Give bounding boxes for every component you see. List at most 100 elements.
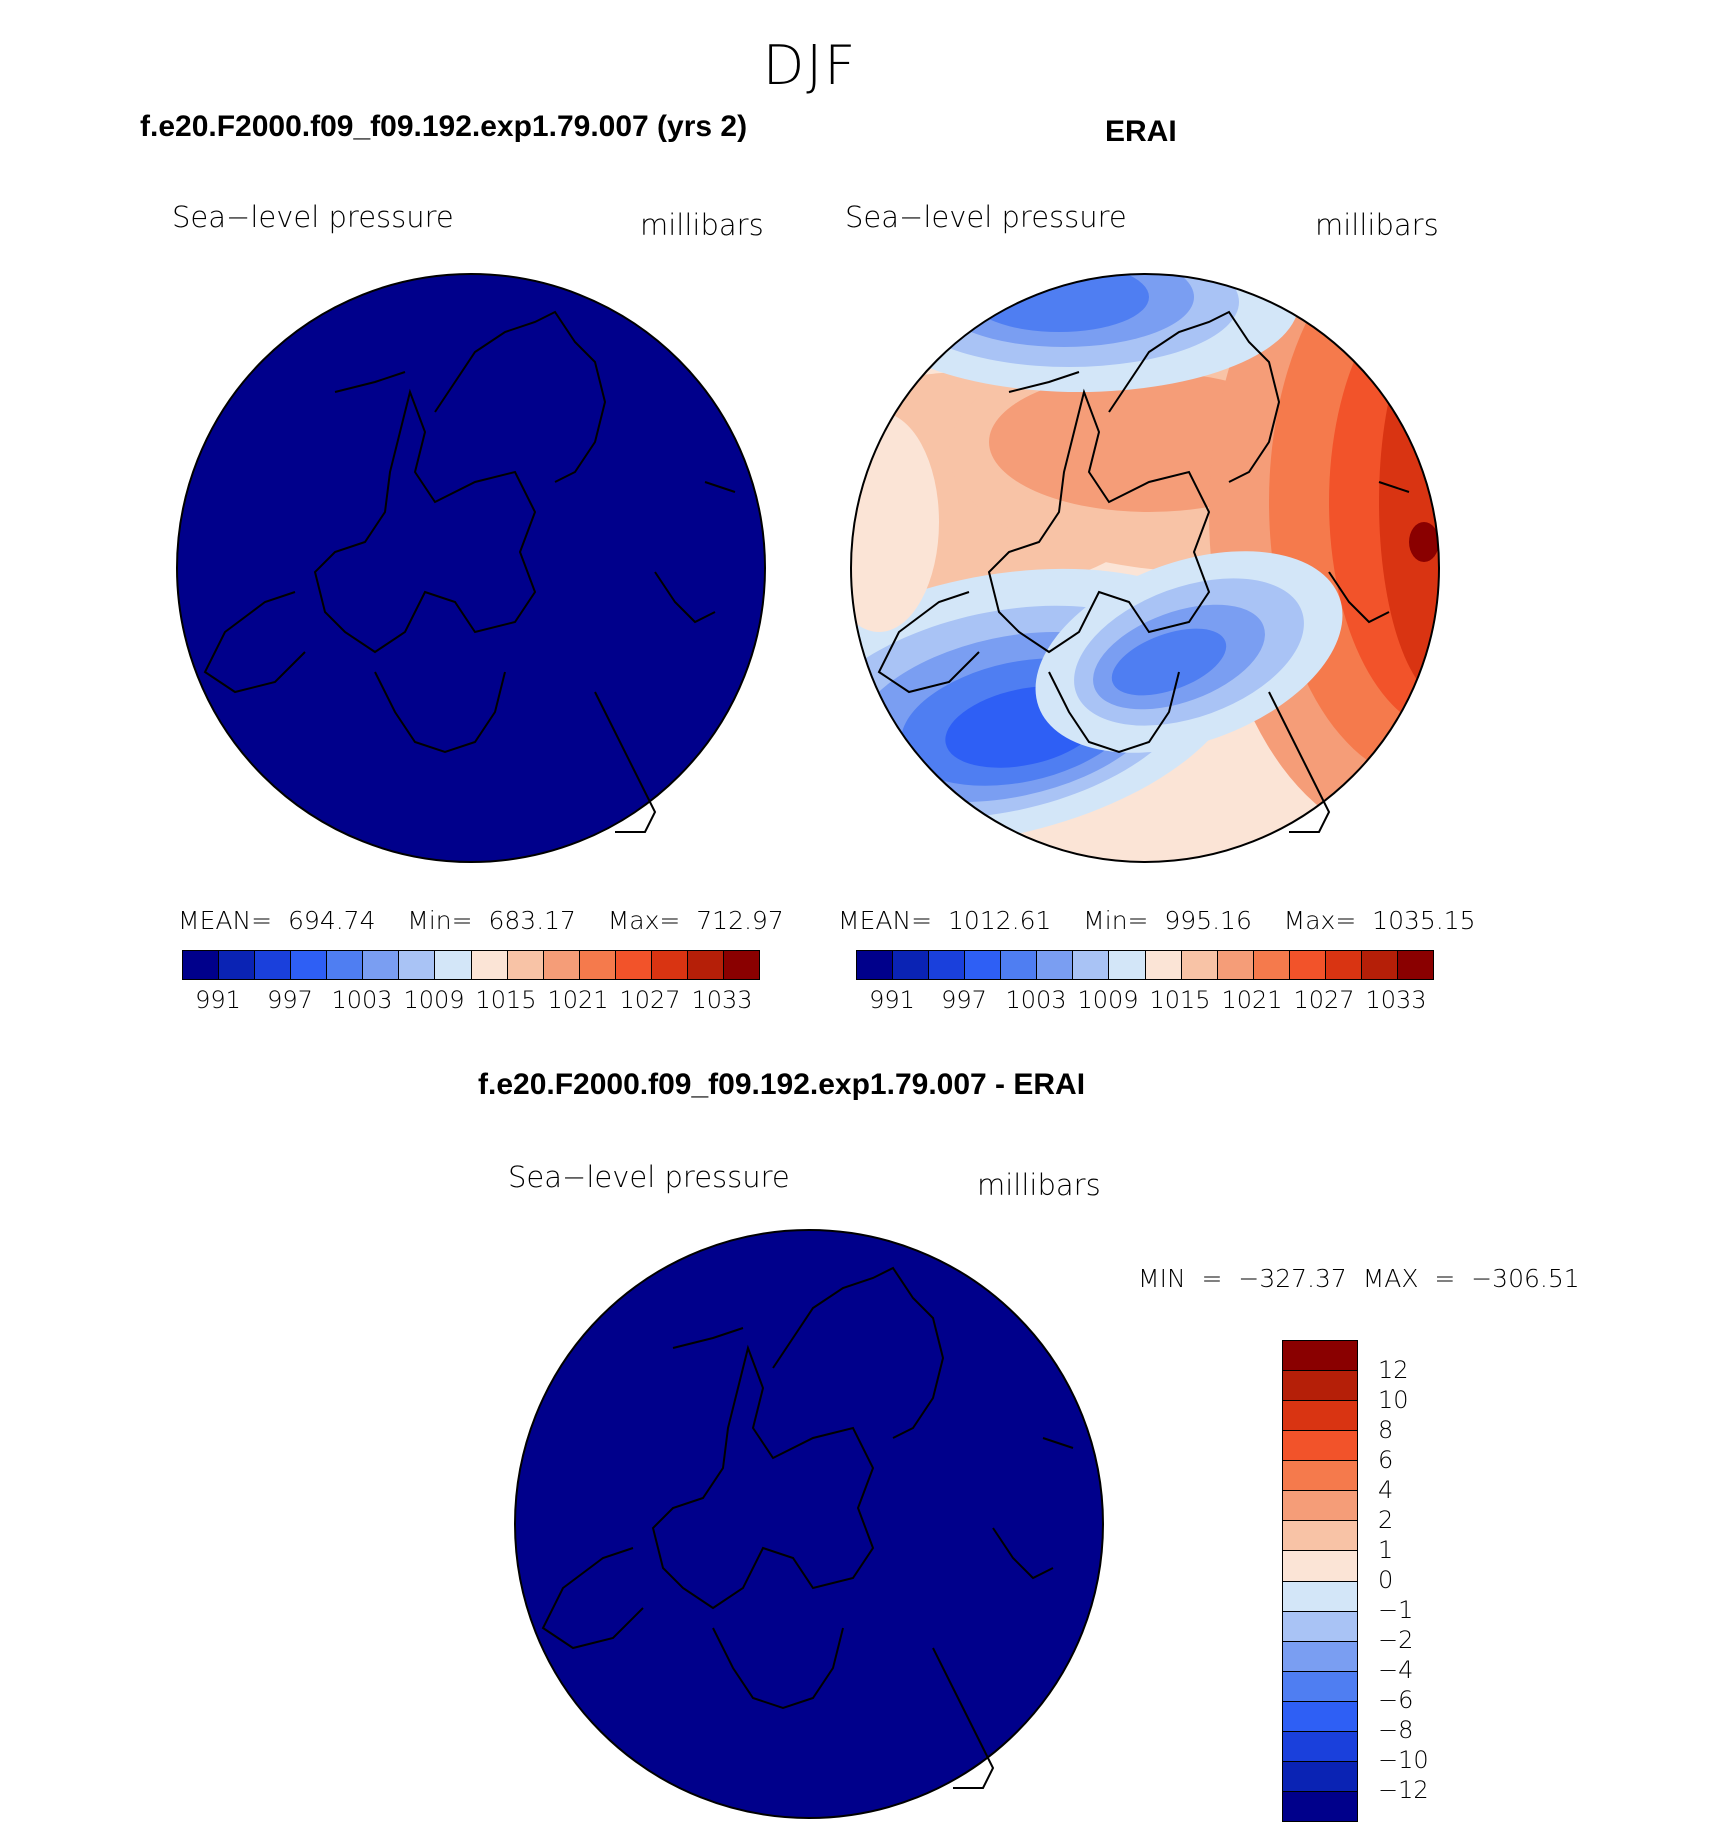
colorbar-swatch [1001,951,1038,979]
colorbar-swatch [929,951,966,979]
colorbar-swatch [1283,1671,1357,1702]
colorbar-tick-label: 997 [941,986,987,1014]
colorbar-swatch [1283,1371,1357,1402]
colorbar-tick-label: 1 [1378,1536,1394,1564]
colorbar-swatch [1181,951,1218,979]
colorbar-tick-label: 1009 [403,986,465,1014]
panel-1-map-fill [176,273,766,863]
colorbar-swatch [857,951,894,979]
colorbar-swatch [435,951,472,979]
colorbar-swatch [1283,1551,1357,1582]
panel-1-title: f.e20.F2000.f09_f09.192.exp1.79.007 (yrs… [140,110,748,143]
colorbar-swatch [255,951,292,979]
colorbar-swatch [291,951,328,979]
colorbar-swatch [1289,951,1326,979]
colorbar-tick-label: 1033 [691,986,753,1014]
colorbar-swatch [363,951,400,979]
colorbar-tick-label: 12 [1378,1356,1409,1384]
colorbar-swatch [399,951,436,979]
colorbar-swatch [723,951,759,979]
panel-2-colorbar [856,950,1434,980]
colorbar-swatch [327,951,364,979]
colorbar-tick-label: 2 [1378,1506,1394,1534]
colorbar-swatch [579,951,616,979]
panel-3-title: f.e20.F2000.f09_f09.192.exp1.79.007 - ER… [478,1068,1086,1101]
colorbar-tick-label: 6 [1378,1446,1394,1474]
colorbar-swatch [1283,1461,1357,1492]
colorbar-swatch [1283,1731,1357,1762]
colorbar-tick-label: 4 [1378,1476,1394,1504]
colorbar-swatch [1037,951,1074,979]
colorbar-swatch [687,951,724,979]
panel-3-map [514,1229,1104,1819]
colorbar-swatch [543,951,580,979]
colorbar-swatch [1283,1701,1357,1732]
colorbar-swatch [1283,1401,1357,1432]
colorbar-swatch [1145,951,1182,979]
panel-3-map-fill [514,1229,1104,1819]
colorbar-swatch [1397,951,1433,979]
colorbar-swatch [219,951,256,979]
colorbar-tick-label: −10 [1378,1746,1429,1774]
colorbar-tick-label: 1021 [1221,986,1283,1014]
colorbar-tick-label: 10 [1378,1386,1409,1414]
panel-1-units: millibars [640,208,764,242]
colorbar-swatch [1283,1611,1357,1642]
panel-3-colorbar-ticks: 12 10 8 6 4 2 1 0 −1 −2 −4 −6 −8 −10 −12 [1378,1340,1458,1820]
colorbar-swatch [1283,1761,1357,1792]
colorbar-tick-label: −6 [1378,1686,1414,1714]
panel-3-variable: Sea−level pressure [508,1160,790,1194]
colorbar-swatch [1283,1521,1357,1552]
colorbar-tick-label: −2 [1378,1626,1414,1654]
panel-1-variable: Sea−level pressure [172,200,454,234]
colorbar-swatch [651,951,688,979]
panel-3-colorbar [1282,1340,1358,1822]
colorbar-swatch [1217,951,1254,979]
colorbar-tick-label: 991 [869,986,915,1014]
colorbar-tick-label: 1033 [1365,986,1427,1014]
panel-2-map [850,273,1440,863]
colorbar-tick-label: 1015 [475,986,537,1014]
panel-1-coastlines [203,310,736,833]
panel-3-units: millibars [977,1168,1101,1202]
panel-1-map [176,273,766,863]
colorbar-tick-label: −1 [1378,1596,1414,1624]
colorbar-tick-label: 1003 [331,986,393,1014]
colorbar-swatch [1109,951,1146,979]
panel-2-coastlines [877,310,1410,833]
colorbar-swatch [1253,951,1290,979]
panel-2-stats: MEAN= 1012.61 Min= 995.16 Max= 1035.15 [838,906,1476,935]
colorbar-swatch [1283,1491,1357,1522]
colorbar-swatch [1325,951,1362,979]
colorbar-swatch [1283,1341,1357,1372]
colorbar-tick-label: 1027 [1293,986,1355,1014]
colorbar-swatch [1283,1431,1357,1462]
colorbar-tick-label: 1015 [1149,986,1211,1014]
colorbar-tick-label: 991 [195,986,241,1014]
colorbar-swatch [1283,1791,1357,1821]
panel-3-stats: MIN = −327.37 MAX = −306.51 [1138,1264,1580,1293]
colorbar-swatch [1283,1581,1357,1612]
colorbar-tick-label: −8 [1378,1716,1414,1744]
season-title: DJF [762,34,858,97]
colorbar-tick-label: 997 [267,986,313,1014]
colorbar-tick-label: −4 [1378,1656,1414,1684]
colorbar-tick-label: 8 [1378,1416,1394,1444]
panel-3-coastlines [541,1266,1074,1789]
colorbar-swatch [965,951,1002,979]
colorbar-swatch [471,951,508,979]
colorbar-swatch [1073,951,1110,979]
colorbar-swatch [615,951,652,979]
colorbar-swatch [1361,951,1398,979]
panel-2-variable: Sea−level pressure [845,200,1127,234]
panel-2-units: millibars [1315,208,1439,242]
panel-1-stats: MEAN= 694.74 Min= 683.17 Max= 712.97 [178,906,784,935]
colorbar-swatch [1283,1641,1357,1672]
colorbar-tick-label: 1003 [1005,986,1067,1014]
colorbar-tick-label: 1009 [1077,986,1139,1014]
colorbar-tick-label: −12 [1378,1776,1429,1804]
colorbar-tick-label: 1021 [547,986,609,1014]
panel-2-title: ERAI [1105,115,1177,148]
colorbar-tick-label: 0 [1378,1566,1394,1594]
colorbar-swatch [893,951,930,979]
